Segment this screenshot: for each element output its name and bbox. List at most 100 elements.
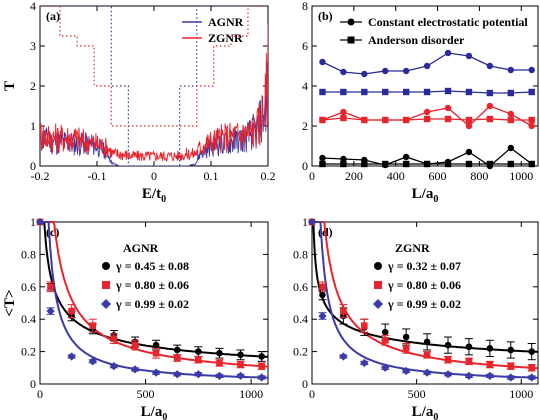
data-point bbox=[131, 341, 139, 349]
plot-frame bbox=[311, 221, 539, 385]
x-tick-label: 0 bbox=[37, 387, 43, 401]
data-point bbox=[528, 348, 536, 355]
data-point bbox=[402, 333, 410, 341]
data-point bbox=[340, 160, 347, 168]
data-point bbox=[528, 364, 536, 372]
panel-a: -0.2 -0.1 0 0.1 0.2 0 1 2 3 4 E/t0 T (a) AGNR ZGNR bbox=[2, 0, 276, 205]
y-tick-label: 0.6 bbox=[293, 280, 308, 294]
data-point bbox=[528, 66, 535, 74]
x-tick-label: -0.1 bbox=[88, 169, 107, 183]
data-point bbox=[423, 115, 431, 123]
y-tick-label: 1 bbox=[30, 119, 36, 133]
data-point bbox=[443, 370, 453, 379]
data-point bbox=[361, 160, 368, 168]
x-tick-label: 400 bbox=[387, 169, 405, 183]
data-point bbox=[319, 291, 326, 299]
data-point bbox=[47, 283, 54, 291]
data-point bbox=[173, 354, 181, 362]
x-axis-label: E/t0 bbox=[142, 186, 166, 205]
data-point bbox=[402, 116, 410, 124]
legend: Constant electrostatic potential Anderson… bbox=[340, 15, 528, 47]
data-point bbox=[340, 307, 347, 315]
data-point bbox=[152, 349, 160, 357]
data-point bbox=[361, 88, 368, 96]
legend: γ = 0.45 ± 0.08 γ = 0.80 ± 0.06 γ = 0.99 ±… bbox=[101, 259, 189, 311]
data-point bbox=[465, 148, 473, 156]
data-point bbox=[402, 153, 410, 161]
data-point bbox=[465, 122, 473, 130]
data-point bbox=[68, 307, 75, 315]
y-tick-label: 0.8 bbox=[21, 247, 36, 261]
data-point bbox=[423, 351, 431, 359]
y-tick-label: 0.2 bbox=[293, 345, 308, 359]
y-tick-label: 0 bbox=[30, 377, 36, 391]
data-point bbox=[195, 356, 202, 363]
data-point bbox=[319, 116, 326, 124]
data-point bbox=[464, 371, 474, 381]
data-point bbox=[361, 116, 368, 124]
y-tick-label: 4 bbox=[30, 0, 36, 13]
series-zgnr-curve bbox=[40, 24, 268, 162]
data-point bbox=[318, 311, 327, 321]
legend-label: Constant electrostatic potential bbox=[368, 15, 528, 29]
data-point bbox=[319, 154, 326, 162]
x-axis-label: L/a0 bbox=[412, 404, 439, 420]
y-tick-label: 0.4 bbox=[293, 312, 308, 326]
data-point bbox=[195, 348, 202, 355]
data-point bbox=[423, 108, 431, 116]
data-point bbox=[361, 322, 368, 329]
legend-label: AGNR bbox=[208, 15, 244, 29]
data-point bbox=[423, 160, 431, 168]
data-point bbox=[444, 87, 452, 95]
data-point bbox=[444, 104, 452, 112]
data-point bbox=[130, 365, 140, 374]
data-point bbox=[110, 335, 118, 342]
legend-label: ZGNR bbox=[208, 31, 243, 45]
data-point bbox=[444, 115, 452, 123]
data-point bbox=[173, 346, 181, 354]
data-point bbox=[319, 58, 326, 66]
data-point bbox=[237, 351, 244, 359]
legend-label: γ = 0.80 ± 0.06 bbox=[387, 278, 461, 292]
data-point bbox=[486, 62, 494, 70]
x-tick-label: 1000 bbox=[239, 387, 263, 401]
data-point bbox=[258, 362, 265, 370]
data-point bbox=[465, 160, 473, 168]
legend-label: γ = 0.45 ± 0.08 bbox=[115, 259, 189, 273]
data-point bbox=[340, 108, 347, 116]
data-point bbox=[422, 368, 432, 377]
data-point bbox=[465, 343, 473, 351]
x-tick-label: 500 bbox=[408, 387, 426, 401]
y-tick-label: 3 bbox=[30, 39, 36, 53]
data-point bbox=[215, 371, 224, 381]
panel-title: AGNR bbox=[123, 241, 159, 255]
data-point bbox=[507, 66, 514, 74]
y-tick-label: 2 bbox=[30, 79, 36, 93]
data-point bbox=[528, 116, 535, 124]
data-point bbox=[507, 144, 514, 152]
data-point bbox=[506, 373, 515, 382]
data-point bbox=[319, 88, 326, 96]
y-tick-label: 0.2 bbox=[21, 345, 36, 359]
data-point bbox=[444, 341, 452, 349]
legend-marker bbox=[374, 281, 382, 289]
data-point bbox=[507, 89, 514, 97]
fit-curve bbox=[312, 221, 539, 379]
x-tick-label: 0 bbox=[309, 387, 315, 401]
y-tick-label: 2 bbox=[302, 119, 308, 133]
data-point bbox=[465, 52, 473, 60]
data-point bbox=[402, 88, 410, 96]
x-tick-label: 500 bbox=[137, 387, 155, 401]
data-point bbox=[507, 346, 515, 354]
data-point bbox=[486, 361, 494, 368]
y-tick-label: 1 bbox=[30, 215, 36, 229]
data-point bbox=[465, 116, 473, 124]
y-axis-label: T bbox=[2, 81, 18, 91]
data-point bbox=[340, 155, 347, 163]
legend-marker bbox=[374, 262, 382, 270]
data-point bbox=[88, 357, 97, 366]
x-axis-label: L/a0 bbox=[412, 186, 439, 205]
